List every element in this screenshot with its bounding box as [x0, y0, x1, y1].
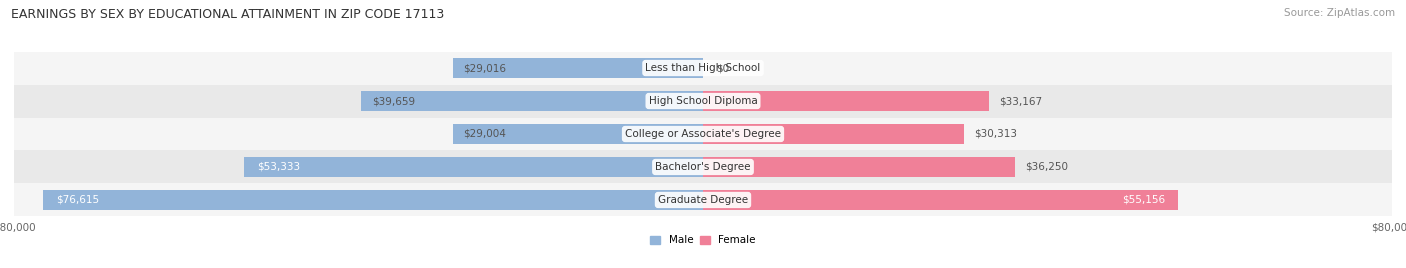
- Bar: [14, 117, 1392, 151]
- Text: $39,659: $39,659: [371, 96, 415, 106]
- Text: $76,615: $76,615: [56, 195, 100, 205]
- Bar: [361, 91, 703, 111]
- Text: $53,333: $53,333: [257, 162, 299, 172]
- Text: $29,004: $29,004: [464, 129, 506, 139]
- Text: EARNINGS BY SEX BY EDUCATIONAL ATTAINMENT IN ZIP CODE 17113: EARNINGS BY SEX BY EDUCATIONAL ATTAINMEN…: [11, 8, 444, 21]
- Bar: [243, 157, 703, 177]
- Text: Source: ZipAtlas.com: Source: ZipAtlas.com: [1284, 8, 1395, 18]
- Bar: [14, 184, 1392, 217]
- Text: Bachelor's Degree: Bachelor's Degree: [655, 162, 751, 172]
- Bar: [14, 84, 1392, 117]
- Text: High School Diploma: High School Diploma: [648, 96, 758, 106]
- Bar: [44, 190, 703, 210]
- Legend: Male, Female: Male, Female: [650, 235, 756, 245]
- Text: $29,016: $29,016: [464, 63, 506, 73]
- Bar: [703, 124, 965, 144]
- Bar: [453, 124, 703, 144]
- Bar: [14, 151, 1392, 184]
- Text: Less than High School: Less than High School: [645, 63, 761, 73]
- Bar: [703, 91, 988, 111]
- Bar: [453, 58, 703, 78]
- Text: $0: $0: [716, 63, 730, 73]
- Bar: [703, 157, 1015, 177]
- Text: Graduate Degree: Graduate Degree: [658, 195, 748, 205]
- Text: $55,156: $55,156: [1122, 195, 1166, 205]
- Text: $36,250: $36,250: [1025, 162, 1069, 172]
- Text: $33,167: $33,167: [998, 96, 1042, 106]
- Text: $30,313: $30,313: [974, 129, 1018, 139]
- Bar: [14, 51, 1392, 84]
- Text: College or Associate's Degree: College or Associate's Degree: [626, 129, 780, 139]
- Bar: [703, 190, 1178, 210]
